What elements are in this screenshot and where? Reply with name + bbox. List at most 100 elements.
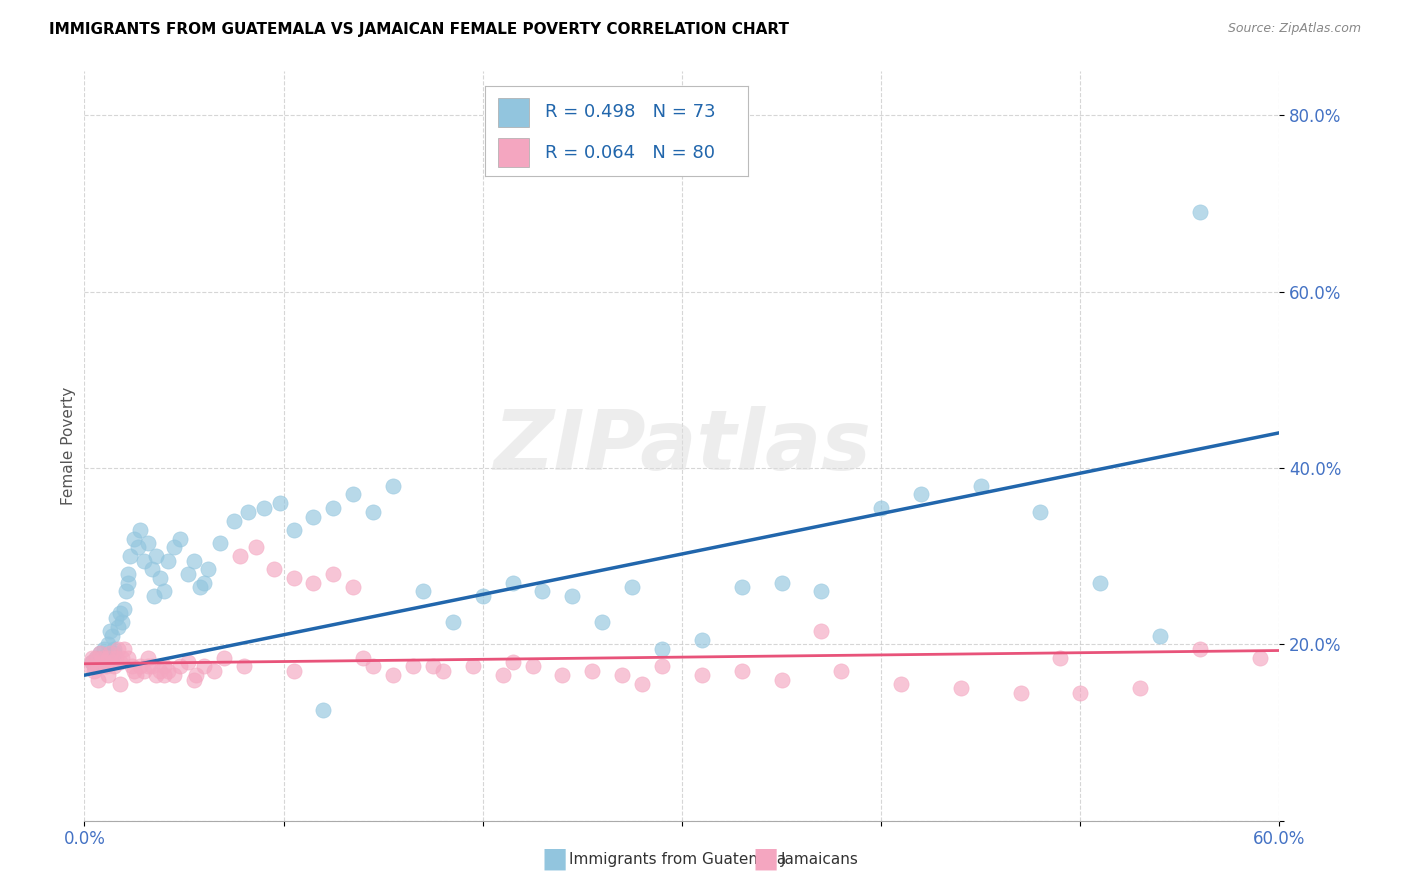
Point [149, 571, 172, 585]
Point [129, 523, 152, 537]
Point [229, 549, 252, 564]
Point [97, 668, 120, 682]
Point [432, 664, 454, 678]
Point [361, 505, 384, 519]
Point [621, 580, 644, 594]
Point [122, 664, 145, 678]
Point [322, 500, 344, 515]
Text: Jamaicans: Jamaicans [780, 853, 858, 867]
Point [183, 553, 205, 567]
Point [83, 659, 105, 673]
Point [208, 536, 231, 550]
Point [110, 655, 132, 669]
Point [522, 659, 544, 673]
Point [103, 646, 125, 660]
Point [183, 673, 205, 687]
Point [253, 500, 276, 515]
Point [302, 575, 325, 590]
Point [143, 589, 166, 603]
Point [163, 541, 186, 555]
Point [412, 584, 434, 599]
Point [112, 602, 135, 616]
Point [112, 641, 135, 656]
Point [97, 637, 120, 651]
Point [1188, 641, 1211, 656]
Point [184, 668, 207, 682]
Point [461, 659, 484, 673]
Point [105, 650, 128, 665]
Point [107, 641, 129, 656]
Point [86, 650, 108, 665]
Point [690, 632, 713, 647]
Point [631, 677, 654, 691]
Point [153, 668, 176, 682]
Point [145, 668, 167, 682]
Point [1149, 628, 1171, 642]
Point [531, 584, 554, 599]
Point [82, 650, 104, 665]
Point [970, 478, 993, 492]
Point [149, 664, 172, 678]
Point [89, 646, 111, 660]
Point [382, 478, 405, 492]
Point [107, 620, 129, 634]
Point [731, 664, 754, 678]
Text: IMMIGRANTS FROM GUATEMALA VS JAMAICAN FEMALE POVERTY CORRELATION CHART: IMMIGRANTS FROM GUATEMALA VS JAMAICAN FE… [49, 22, 789, 37]
Point [103, 641, 125, 656]
Point [153, 584, 176, 599]
Point [129, 659, 152, 673]
Point [79, 659, 101, 673]
Point [188, 580, 211, 594]
Point [87, 659, 110, 673]
Point [127, 541, 149, 555]
Point [312, 703, 335, 717]
Point [263, 562, 285, 576]
Point [770, 673, 793, 687]
Point [177, 655, 200, 669]
Point [89, 646, 111, 660]
Point [322, 566, 344, 581]
Point [302, 509, 325, 524]
Point [612, 668, 634, 682]
Point [731, 580, 754, 594]
Point [157, 664, 180, 678]
Point [342, 487, 364, 501]
Point [141, 562, 163, 576]
Point [97, 650, 120, 665]
Point [83, 664, 105, 678]
Text: ZIPatlas: ZIPatlas [494, 406, 870, 486]
Point [105, 611, 128, 625]
Point [502, 655, 524, 669]
Point [93, 655, 115, 669]
Point [1029, 505, 1052, 519]
Point [1090, 575, 1112, 590]
Point [1188, 205, 1211, 219]
Point [402, 659, 425, 673]
Point [110, 607, 132, 621]
Point [101, 655, 124, 669]
Point [382, 668, 405, 682]
Point [193, 575, 215, 590]
Point [103, 659, 125, 673]
Point [82, 655, 104, 669]
Point [492, 668, 515, 682]
Point [177, 566, 200, 581]
Point [283, 523, 305, 537]
Text: ■: ■ [752, 844, 779, 872]
Point [117, 650, 139, 665]
Point [197, 562, 219, 576]
Point [122, 532, 145, 546]
Text: Immigrants from Guatemala: Immigrants from Guatemala [569, 853, 787, 867]
Point [245, 541, 267, 555]
Point [283, 664, 305, 678]
Point [471, 589, 494, 603]
Point [98, 624, 121, 639]
Point [136, 650, 159, 665]
Point [121, 659, 143, 673]
Point [157, 553, 180, 567]
Point [110, 677, 132, 691]
Point [591, 615, 613, 630]
Point [1069, 686, 1091, 700]
Point [810, 624, 832, 639]
Point [232, 659, 254, 673]
